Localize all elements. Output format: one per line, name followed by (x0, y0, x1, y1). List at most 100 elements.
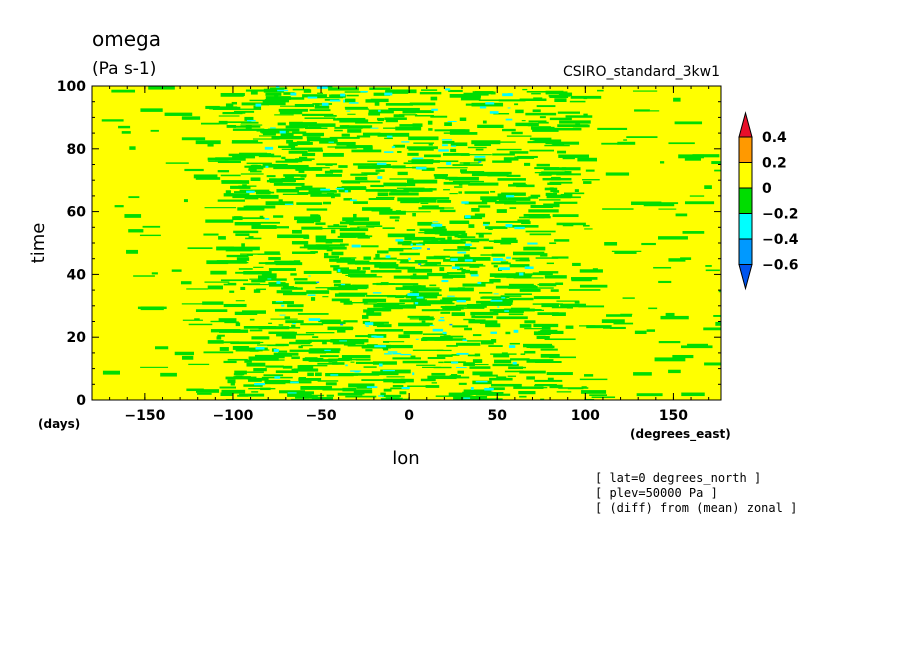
streak-negative (140, 366, 169, 368)
streak-negative (660, 315, 689, 320)
streak-negative (325, 242, 333, 244)
patch-strong-negative (344, 190, 349, 193)
streak-negative (371, 207, 376, 209)
patch-strong-negative (416, 243, 423, 246)
streak-negative (342, 217, 351, 221)
streak-negative (553, 190, 560, 193)
streak-negative (480, 302, 512, 306)
streak-negative (279, 390, 306, 394)
streak-negative (315, 235, 327, 240)
streak-negative (308, 359, 319, 362)
streak-negative (375, 253, 380, 258)
streak-negative (504, 201, 536, 205)
streak-negative (225, 190, 231, 195)
patch-strong-negative (411, 247, 422, 250)
streak-negative (299, 246, 329, 249)
streak-negative (546, 372, 573, 376)
streak-negative (396, 248, 418, 250)
streak-negative (414, 260, 428, 262)
streak-negative (443, 249, 470, 251)
streak-negative (422, 333, 447, 335)
streak-negative (373, 92, 391, 96)
patch-strong-negative (350, 199, 357, 202)
patch-strong-negative (462, 339, 468, 342)
streak-negative (565, 115, 593, 118)
streak-negative (227, 358, 248, 361)
streak-negative (114, 205, 124, 208)
streak-negative (219, 347, 229, 351)
streak-negative (339, 221, 363, 225)
streak-negative (187, 247, 213, 250)
streak-negative (210, 270, 227, 275)
streak-negative (282, 291, 307, 296)
streak-negative (533, 309, 545, 311)
streak-negative (210, 329, 241, 333)
streak-negative (582, 179, 600, 181)
streak-negative (297, 192, 320, 195)
streak-negative (296, 123, 321, 126)
streak-negative (422, 366, 442, 368)
streak-negative (220, 392, 233, 397)
streak-negative (426, 256, 446, 260)
streak-negative (654, 357, 686, 362)
streak-negative (303, 235, 310, 239)
patch-strong-negative (500, 259, 506, 261)
streak-negative (668, 142, 695, 145)
streak-negative (540, 353, 560, 358)
y-axis-label: time (28, 223, 49, 264)
streak-negative (453, 241, 466, 244)
streak-negative (444, 122, 452, 126)
streak-negative (574, 301, 580, 304)
streak-negative (226, 330, 233, 333)
streak-negative (283, 92, 295, 95)
streak-negative (530, 194, 541, 198)
streak-negative (282, 365, 293, 369)
streak-negative (339, 257, 357, 259)
colorbar-label: −0.2 (762, 207, 799, 223)
streak-negative (180, 281, 192, 285)
patch-strong-negative (370, 127, 379, 129)
streak-negative (617, 141, 636, 145)
streak-negative (206, 260, 229, 265)
streak-negative (568, 289, 601, 291)
streak-negative (400, 260, 409, 263)
x-tick-label: 0 (404, 408, 414, 424)
streak-negative (351, 149, 382, 153)
streak-negative (396, 259, 409, 261)
streak-negative (268, 257, 281, 261)
streak-negative (365, 349, 373, 352)
streak-negative (256, 191, 275, 194)
streak-negative (377, 119, 384, 122)
patch-strong-negative (290, 381, 299, 384)
streak-negative (556, 391, 572, 393)
streak-negative (443, 274, 466, 278)
streak-negative (243, 283, 261, 286)
patch-strong-negative (279, 130, 286, 134)
streak-negative (527, 122, 534, 127)
streak-negative (164, 112, 193, 116)
streak-negative (235, 233, 250, 236)
patch-strong-negative (401, 141, 410, 143)
streak-negative (449, 220, 470, 224)
streak-negative (339, 119, 369, 123)
streak-negative (548, 94, 571, 97)
streak-negative (537, 283, 551, 286)
patch-strong-negative (407, 293, 420, 296)
patch-strong-negative (432, 328, 444, 332)
streak-negative (554, 239, 570, 242)
streak-negative (632, 90, 658, 92)
streak-negative (329, 258, 349, 262)
streak-negative (561, 167, 581, 171)
streak-negative (224, 321, 239, 324)
streak-negative (258, 276, 267, 281)
streak-negative (419, 228, 447, 232)
streak-negative (426, 241, 447, 244)
streak-negative (544, 187, 558, 191)
streak-negative (372, 165, 400, 169)
streak-negative (300, 175, 307, 178)
streak-negative (302, 132, 325, 137)
streak-negative (248, 379, 262, 382)
streak-negative (440, 335, 464, 338)
streak-negative (219, 121, 252, 123)
streak-negative (373, 303, 400, 308)
